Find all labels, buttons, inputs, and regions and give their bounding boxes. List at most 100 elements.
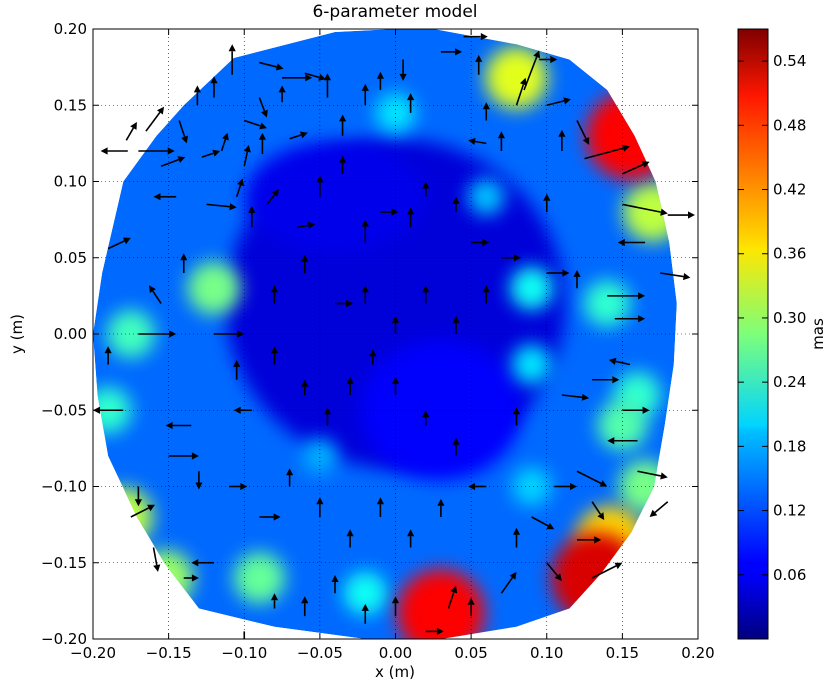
vector-arrow [323, 407, 331, 426]
vector-arrow [323, 73, 331, 98]
vector-arrow [266, 189, 279, 205]
vector-arrow [437, 498, 445, 517]
vector-arrow [576, 470, 608, 487]
heatmap-hotspot [510, 266, 554, 310]
field-core [245, 141, 425, 252]
vector-arrow [149, 285, 162, 304]
vector-arrow [346, 529, 354, 548]
colorbar-tick-label: 0.30 [773, 309, 806, 327]
colorbar-tick-label: 0.12 [773, 502, 806, 520]
vector-arrow [376, 497, 384, 517]
vector-arrow [258, 97, 268, 118]
vector-arrow [301, 254, 309, 273]
vector-arrow [422, 410, 430, 426]
vector-arrow [214, 330, 245, 338]
vector-arrow [243, 119, 267, 130]
vector-arrow [107, 237, 131, 250]
vector-arrow [497, 131, 505, 151]
heatmap-hotspot [584, 280, 631, 327]
vector-arrow [482, 285, 490, 304]
vector-arrow [233, 406, 252, 414]
vector-arrow [145, 106, 165, 132]
vector-arrow [407, 529, 415, 548]
vector-arrow [471, 238, 490, 247]
vector-arrow [134, 486, 142, 507]
vector-arrow [591, 562, 623, 579]
colorbar-tick-label: 0.54 [773, 52, 806, 70]
field-core [360, 340, 521, 481]
x-tick-label: −0.20 [70, 644, 116, 662]
vector-arrow [168, 452, 199, 460]
colorbar: 0.06 0.12 0.18 0.24 0.30 0.36 0.42 0.48 0.54 mas [737, 28, 827, 640]
heatmap-hotspot [343, 571, 387, 615]
colorbar-ticks: 0.06 0.12 0.18 0.24 0.30 0.36 0.42 0.48 0.54 [738, 52, 806, 584]
heatmap-hotspot [375, 92, 416, 133]
vector-arrow [183, 574, 199, 582]
vector-arrow [422, 285, 430, 304]
heatmap-hotspot [511, 344, 552, 385]
vector-arrow [380, 208, 399, 216]
heatmap-hotspot [467, 178, 505, 216]
vector-arrow [607, 437, 638, 445]
vector-arrow [407, 207, 415, 228]
vector-arrow [195, 471, 203, 490]
vector-arrow [546, 97, 571, 107]
vector-arrow [228, 44, 236, 75]
vector-arrow [160, 156, 186, 167]
colorbar-gradient [737, 28, 769, 640]
y-tick-label: 0.00 [54, 325, 87, 343]
vector-arrow [637, 470, 668, 480]
x-tick-label: −0.05 [297, 644, 343, 662]
vector-arrow [104, 346, 112, 365]
vector-arrow [475, 54, 483, 75]
vector-arrow [270, 593, 279, 609]
x-tick-label: 0.05 [454, 644, 487, 662]
vector-arrow [138, 147, 175, 155]
vector-arrow [422, 181, 430, 197]
y-tick-label: −0.20 [41, 630, 87, 648]
colorbar-tick-label: 0.36 [773, 245, 806, 263]
vector-arrow [501, 254, 521, 262]
y-tick-label: −0.10 [41, 478, 87, 496]
y-tick-label: −0.15 [41, 554, 87, 572]
vector-arrow [243, 144, 251, 167]
heatmap-hotspot [485, 46, 548, 109]
y-tick-label: 0.10 [54, 173, 87, 191]
vector-arrow [576, 120, 590, 145]
x-tick-label: 0.00 [379, 644, 412, 662]
x-tick-label: −0.15 [146, 644, 192, 662]
vector-arrow [259, 513, 281, 521]
vector-arrow [361, 219, 369, 243]
vector-arrow [248, 205, 256, 228]
vector-arrow [452, 437, 460, 456]
vector-arrow [515, 77, 527, 106]
vector-arrow [258, 132, 266, 155]
y-tick-label: −0.05 [41, 401, 87, 419]
vector-arrow [282, 74, 313, 82]
y-tick-label: 0.05 [54, 249, 87, 267]
vector-arrow [346, 376, 354, 395]
plot-area: −0.20 −0.15 −0.10 −0.05 0.00 0.05 0.10 0.15 0.20… [41, 20, 715, 662]
vector-arrow [178, 120, 188, 144]
vector-arrow [152, 547, 161, 572]
vector-arrow [233, 359, 241, 380]
vector-arrow [482, 102, 490, 121]
colorbar-tick-label: 0.24 [773, 373, 806, 391]
vector-arrow [577, 536, 602, 544]
x-tick-label: −0.10 [221, 644, 267, 662]
vector-arrow [592, 376, 620, 384]
vector-arrow [622, 406, 650, 414]
vector-arrow [220, 132, 229, 152]
vector-arrow [391, 596, 400, 617]
colorbar-tick-label: 0.06 [773, 566, 806, 584]
colorbar-tick-label: 0.42 [773, 181, 806, 199]
vector-arrow [361, 603, 369, 624]
vector-arrow [270, 285, 279, 304]
x-tick-label: 0.15 [606, 644, 639, 662]
x-axis-ticks: −0.20 −0.15 −0.10 −0.05 0.00 0.05 0.10 0.15 0.20 [70, 29, 715, 662]
vector-arrow [452, 315, 460, 334]
vector-arrow [573, 269, 581, 289]
vector-arrow [331, 575, 339, 594]
vector-arrow [153, 193, 177, 201]
vector-arrow [543, 193, 551, 212]
